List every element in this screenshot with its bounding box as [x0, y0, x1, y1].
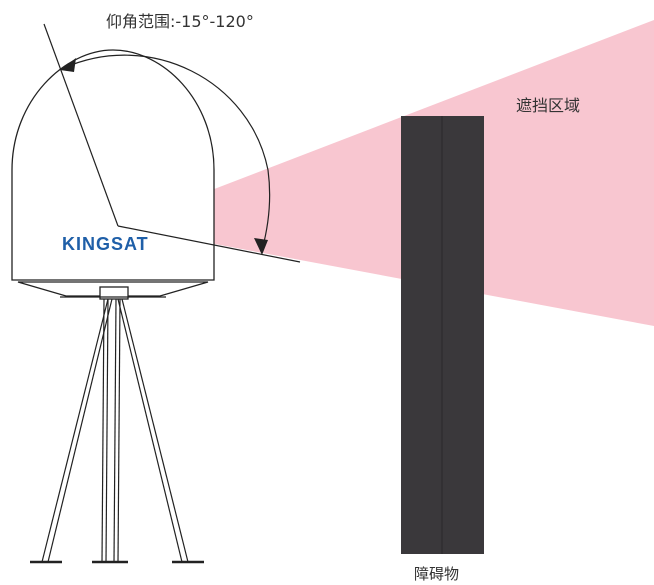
obstacle [401, 116, 484, 554]
brand-logo: KINGSAT [62, 234, 149, 254]
shadow-zone-label: 遮挡区域 [516, 96, 581, 115]
elevation-lines [43, 23, 301, 263]
elevation-arc-arrow-icon [60, 54, 271, 255]
obstacle-label: 障碍物 [414, 565, 460, 583]
shadow-zone [118, 20, 654, 326]
elevation-range-label: 仰角范围:-15°-120° [106, 12, 254, 31]
satellite-dome-icon [11, 49, 215, 300]
tripod-icon [30, 298, 204, 564]
